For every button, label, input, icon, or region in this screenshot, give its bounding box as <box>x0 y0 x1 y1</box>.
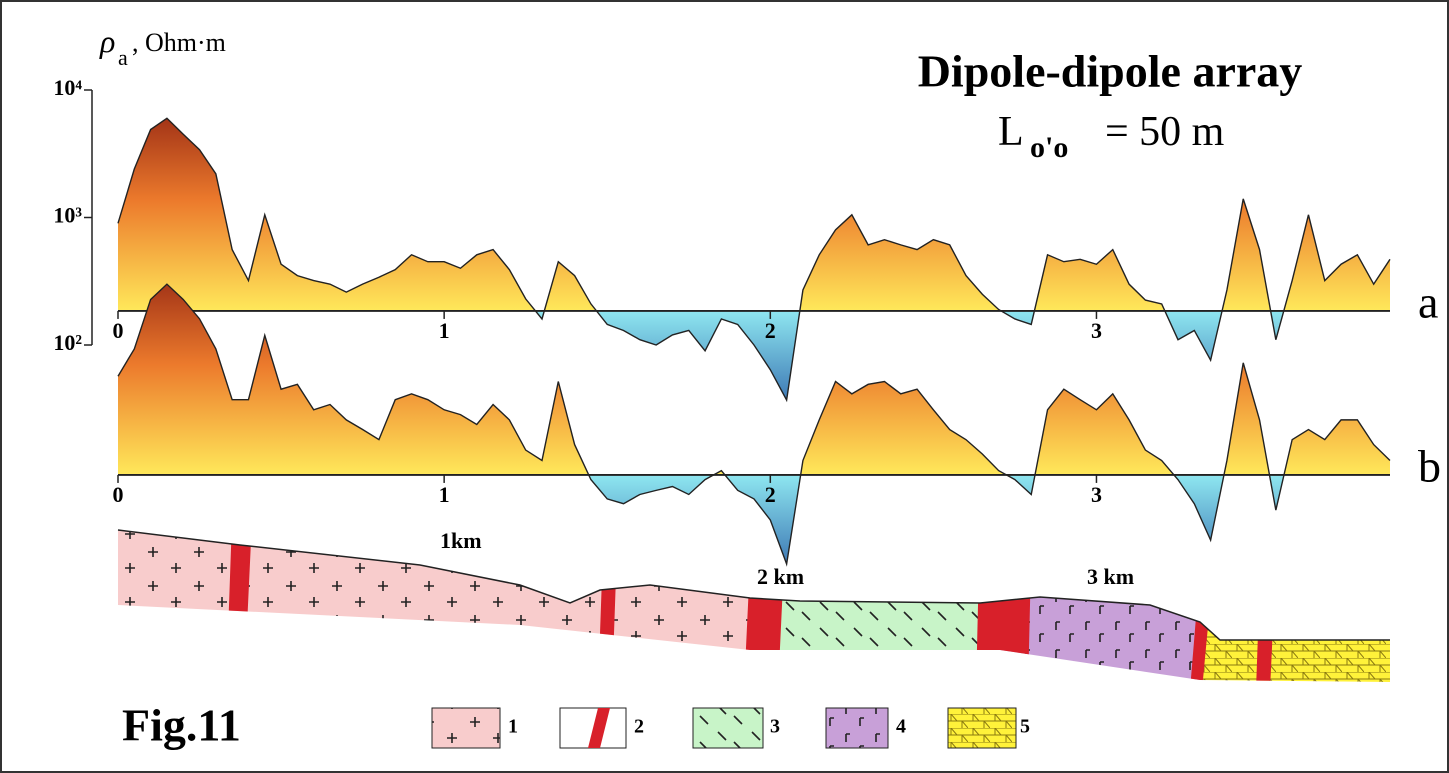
section-surface <box>117 529 1390 641</box>
figure-label: Fig.11 <box>122 700 241 751</box>
km-label: 2 km <box>757 564 804 589</box>
legend-swatch <box>947 707 1017 749</box>
geologic-section: 1km 2 km 3 km <box>117 528 1390 682</box>
subtitle-symbol: L <box>998 109 1022 155</box>
x-tick-label: 2 <box>765 482 776 507</box>
profile-line <box>117 117 1391 403</box>
unit-granite <box>118 530 758 682</box>
series-label: a <box>1418 276 1438 327</box>
y-tick-label: 10² <box>53 330 82 355</box>
x-tick-label: 0 <box>113 318 124 343</box>
series-label: b <box>1418 440 1441 491</box>
section-units <box>118 530 1390 682</box>
unit-yellow <box>1203 530 1390 682</box>
x-tick-label: 2 <box>765 318 776 343</box>
y-label-unit: , Ohm·m <box>132 28 226 57</box>
y-tick-label: 10³ <box>53 203 82 228</box>
x-tick-label: 1 <box>439 318 450 343</box>
x-tick-label: 1 <box>439 482 450 507</box>
y-label-subscript: a <box>118 45 128 70</box>
y-axis-label: ρ a , Ohm·m <box>99 23 226 72</box>
legend: 1 2 3 4 5 <box>431 707 1030 749</box>
y-label-symbol: ρ <box>99 23 115 59</box>
chart-title: Dipole-dipole array <box>918 46 1303 97</box>
legend-dike <box>588 708 610 748</box>
legend-label: 1 <box>508 716 518 738</box>
x-tick-label: 3 <box>1091 318 1102 343</box>
profile-line <box>117 283 1391 567</box>
legend-label: 2 <box>634 716 644 738</box>
legend-swatch <box>825 707 889 749</box>
unit-green <box>758 530 978 682</box>
x-tick-label: 0 <box>113 482 124 507</box>
profile-area <box>118 118 1390 401</box>
subtitle: L o'o = 50 m <box>998 109 1225 170</box>
legend-label: 5 <box>1020 716 1030 738</box>
legend-swatch <box>431 707 501 749</box>
legend-label: 4 <box>896 716 906 738</box>
subtitle-subscript: o'o <box>1030 131 1068 164</box>
legend-swatch <box>692 707 764 749</box>
legend-label: 3 <box>770 716 780 738</box>
km-label: 1km <box>440 528 482 553</box>
y-tick-label: 10⁴ <box>53 75 82 100</box>
x-tick-label: 3 <box>1091 482 1102 507</box>
subtitle-text: = 50 m <box>1105 109 1225 155</box>
km-label: 3 km <box>1087 564 1134 589</box>
